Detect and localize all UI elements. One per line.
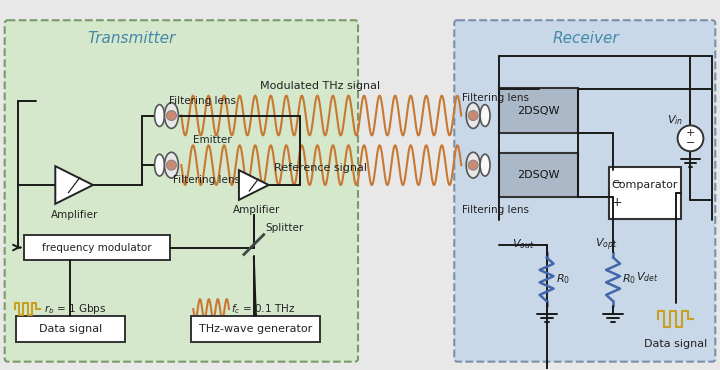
Polygon shape (239, 170, 269, 200)
Text: Modulated THz signal: Modulated THz signal (260, 81, 380, 91)
Text: +: + (612, 196, 622, 209)
Bar (24, 235, 171, 260)
Text: −: − (612, 176, 622, 189)
Text: $R_0$: $R_0$ (556, 272, 570, 286)
Text: Amplifier: Amplifier (50, 210, 98, 220)
Text: Amplifier: Amplifier (233, 205, 281, 215)
Ellipse shape (480, 105, 490, 127)
Text: −: − (686, 138, 696, 148)
Text: 2DSQW: 2DSQW (518, 170, 560, 180)
Text: frequency modulator: frequency modulator (42, 242, 152, 253)
Text: $R_0$: $R_0$ (622, 272, 636, 286)
Text: Filtering lens: Filtering lens (462, 92, 529, 102)
Text: $f_c$ = 0.1 THz: $f_c$ = 0.1 THz (231, 302, 295, 316)
Text: Filtering lens: Filtering lens (169, 95, 236, 106)
Text: $V_{out}$: $V_{out}$ (512, 238, 534, 252)
Text: $V_{det}$: $V_{det}$ (636, 270, 659, 284)
Bar (16, 316, 125, 342)
Text: Data signal: Data signal (39, 324, 102, 334)
Ellipse shape (466, 152, 480, 178)
Text: $V_{opt}$: $V_{opt}$ (595, 236, 618, 253)
Text: $r_b$ = 1 Gbps: $r_b$ = 1 Gbps (45, 302, 107, 316)
Ellipse shape (155, 154, 164, 176)
FancyBboxPatch shape (454, 20, 715, 361)
Ellipse shape (480, 154, 490, 176)
Circle shape (166, 160, 176, 170)
Text: +: + (686, 128, 696, 138)
Polygon shape (55, 166, 93, 204)
Text: $V_{in}$: $V_{in}$ (667, 114, 683, 127)
Bar (192, 316, 320, 342)
Text: Data signal: Data signal (644, 339, 707, 349)
Bar (609, 167, 680, 219)
Text: Comparator: Comparator (611, 180, 678, 190)
Ellipse shape (466, 102, 480, 128)
Text: THz-wave generator: THz-wave generator (199, 324, 312, 334)
Circle shape (678, 125, 703, 151)
FancyBboxPatch shape (5, 20, 358, 361)
Bar (499, 88, 578, 133)
Circle shape (166, 111, 176, 121)
Text: 2DSQW: 2DSQW (518, 105, 560, 115)
Ellipse shape (164, 102, 179, 128)
Text: Transmitter: Transmitter (88, 31, 176, 46)
Bar (499, 153, 578, 198)
Text: Splitter: Splitter (266, 223, 304, 233)
Ellipse shape (155, 105, 164, 127)
Text: Filtering lens: Filtering lens (462, 205, 529, 215)
Circle shape (468, 111, 478, 121)
Circle shape (468, 160, 478, 170)
Text: Receiver: Receiver (553, 31, 620, 46)
Text: Filtering lens: Filtering lens (174, 175, 240, 185)
Text: Reference signal: Reference signal (274, 163, 366, 173)
Ellipse shape (164, 152, 179, 178)
Text: Emitter: Emitter (193, 135, 232, 145)
